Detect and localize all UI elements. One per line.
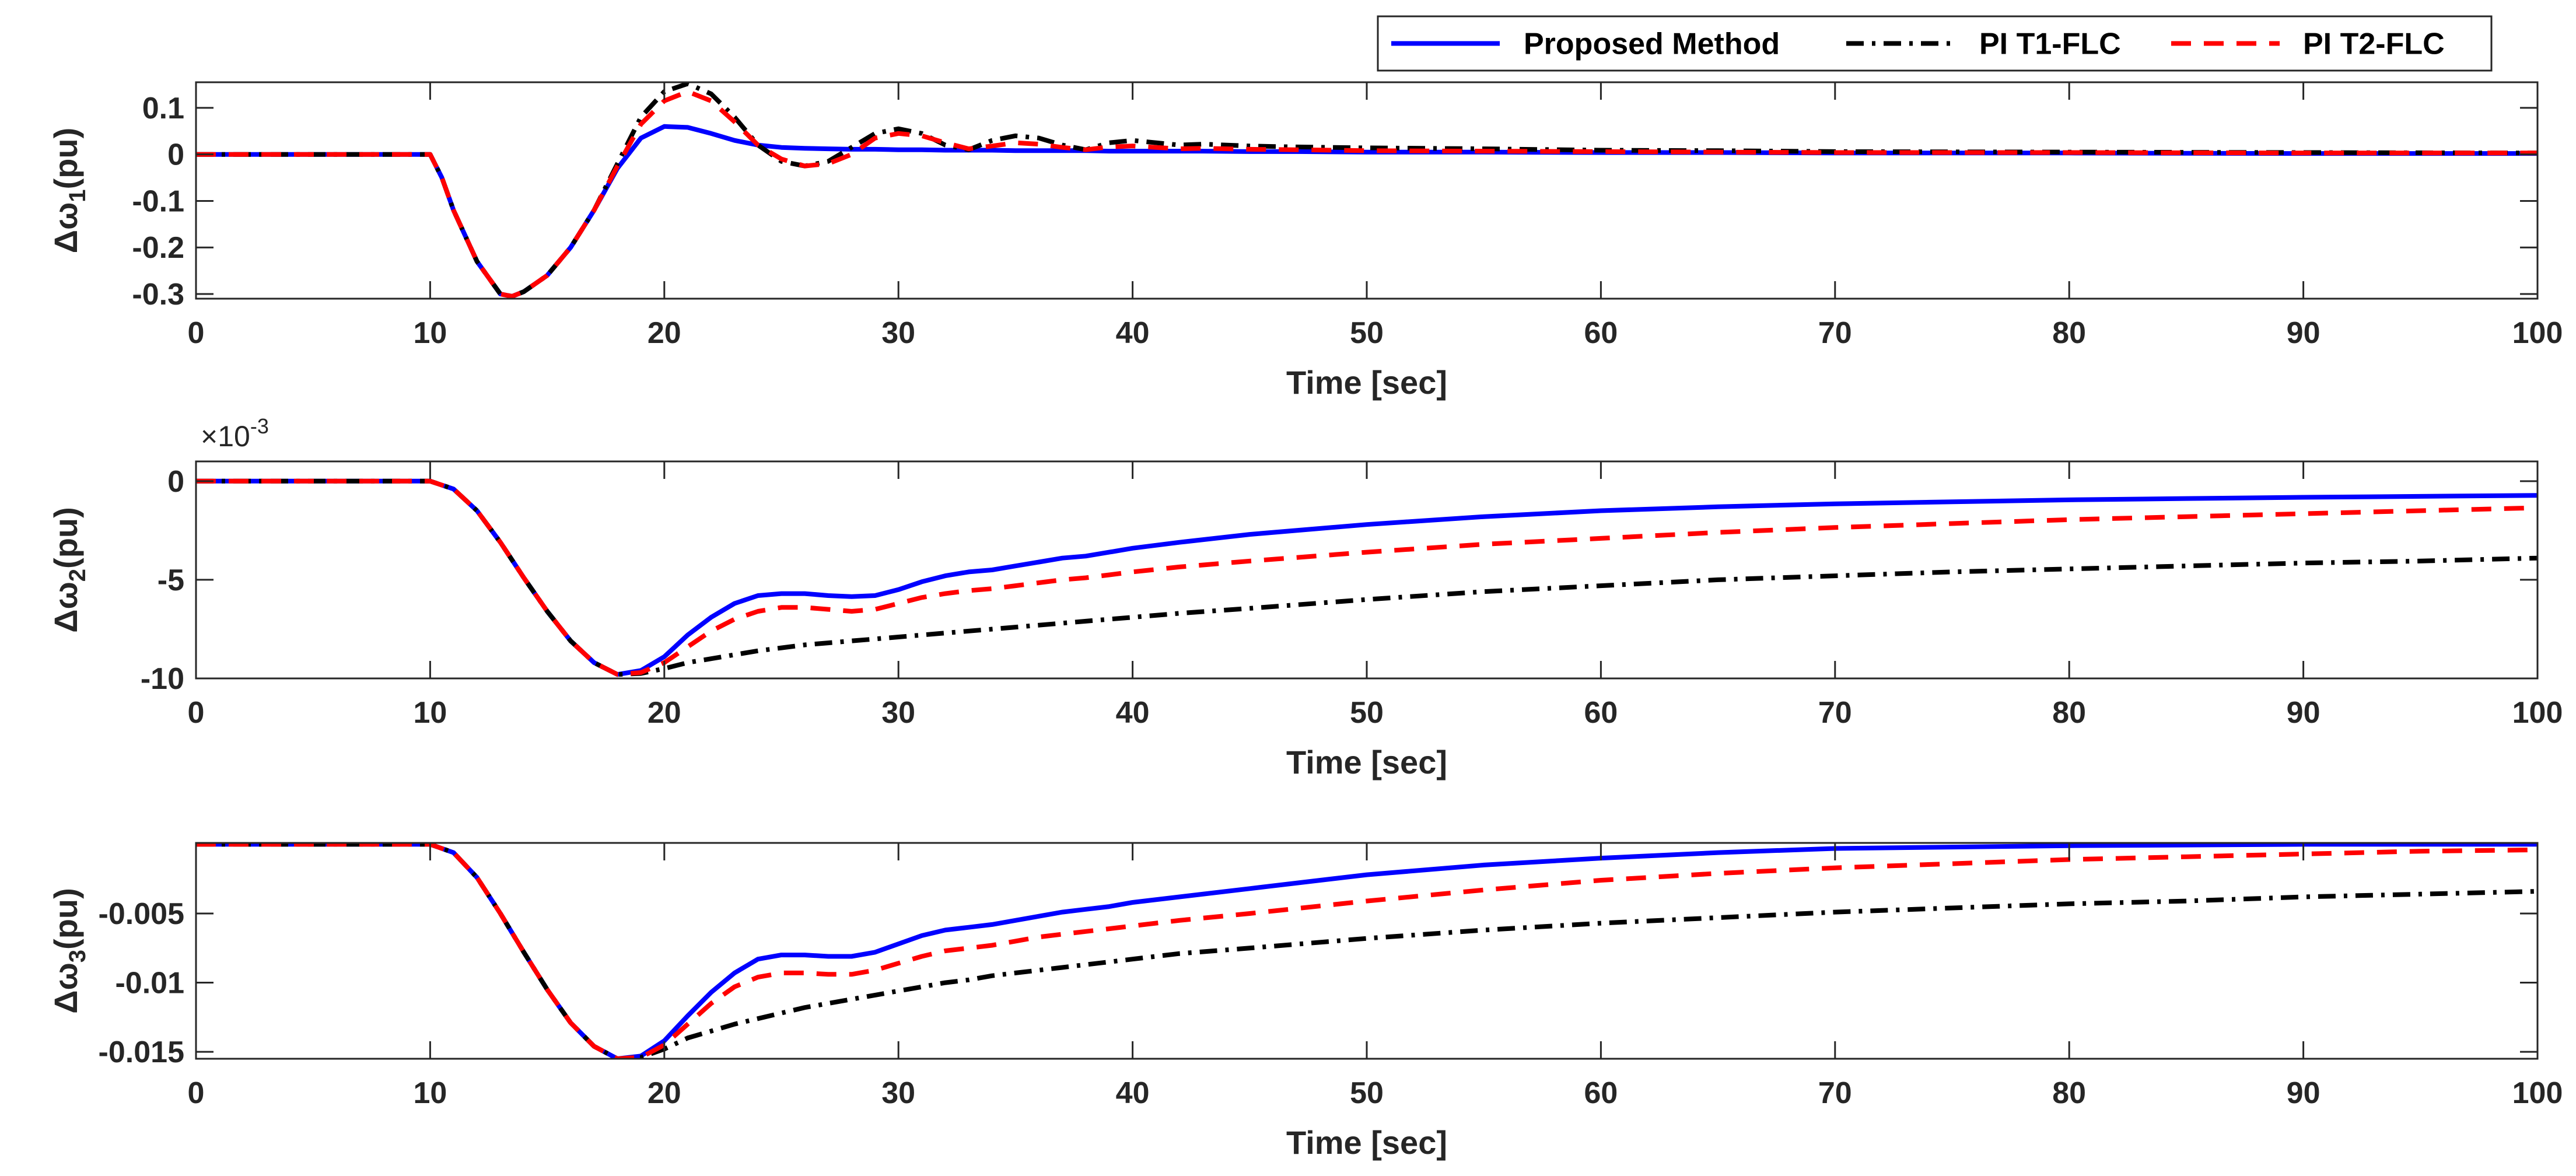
x-axis-label: Time [sec]	[1286, 744, 1447, 780]
exponent-base: ×10	[201, 420, 250, 453]
y-axis-label-unit: (pu)	[47, 128, 84, 190]
series-group-3	[196, 843, 2538, 1059]
x-tick-label: 20	[648, 1076, 681, 1110]
y-axis-label-subscript: 1	[65, 189, 90, 202]
x-tick-label: 60	[1584, 316, 1618, 350]
y-tick-label: 0.1	[142, 92, 184, 125]
x-tick-label: 10	[413, 316, 447, 350]
x-tick-label: 20	[648, 316, 681, 350]
y-axis-label-symbol: Δω	[47, 963, 84, 1014]
y-tick-label: -0.005	[99, 897, 184, 931]
y-axis-label: Δω2(pu)	[47, 507, 90, 633]
x-tick-label: 60	[1584, 1076, 1618, 1110]
plot-area-3	[196, 843, 2538, 1059]
chart-panel-2: 0 10 20 30 40 50 60 70 80 90 100 0 -5 -10 Time [sec] Δω…	[47, 414, 2563, 780]
plot-area-2	[196, 461, 2538, 678]
x-tick-label: 80	[2052, 696, 2086, 730]
y-tick-label: -0.01	[115, 967, 184, 1000]
chart-panel-1: 0 10 20 30 40 50 60 70 80 90 100 0.1 0 -0.1 -0.2 -0.3 Ti…	[47, 81, 2563, 401]
x-tick-label: 40	[1116, 1076, 1150, 1110]
chart-panel-3: 0 10 20 30 40 50 60 70 80 90 100 -0.005 -0.01 -0.015 T…	[47, 842, 2563, 1161]
x-tick-label: 80	[2052, 1076, 2086, 1110]
x-tick-label: 10	[413, 696, 447, 730]
series-group-2	[196, 478, 2538, 677]
x-tick-label: 90	[2287, 1076, 2320, 1110]
series-line-pi-t1-flc-panel-1	[196, 82, 2538, 299]
series-line-pi-t2-flc-panel-2	[196, 478, 2538, 677]
y-axis-label-unit: (pu)	[47, 507, 84, 569]
x-tick-label: 0	[188, 696, 205, 730]
x-tick-label: 70	[1818, 316, 1852, 350]
x-tick-label: 30	[881, 316, 915, 350]
legend-label-pi-t2-flc: PI T2-FLC	[2303, 27, 2445, 61]
series-line-pi-t2-flc-panel-1	[196, 89, 2538, 299]
x-tick-label: 30	[881, 1076, 915, 1110]
y-tick-label: -10	[141, 662, 184, 696]
exponent-power: -3	[250, 414, 269, 438]
y-tick-label: -0.3	[132, 278, 184, 312]
y-tick-label: -0.1	[132, 184, 184, 218]
y-axis-label-subscript: 2	[65, 569, 90, 582]
x-tick-label: 100	[2512, 1076, 2563, 1110]
x-tick-label: 60	[1584, 696, 1618, 730]
legend-label-proposed-method: Proposed Method	[1524, 27, 1780, 61]
x-tick-label: 40	[1116, 696, 1150, 730]
x-tick-label: 50	[1350, 696, 1384, 730]
y-tick-label: -0.015	[99, 1035, 184, 1069]
y-tick-label: -0.2	[132, 231, 184, 265]
x-tick-label: 100	[2512, 696, 2563, 730]
x-tick-label: 50	[1350, 1076, 1384, 1110]
x-tick-label: 30	[881, 696, 915, 730]
plots: 0 10 20 30 40 50 60 70 80 90 1000.10-0.1-0.2-0.3Ti…	[47, 81, 2563, 1161]
y-axis-label-subscript: 3	[65, 950, 90, 963]
x-tick-label: 10	[413, 1076, 447, 1110]
x-tick-label: 0	[188, 316, 205, 350]
x-tick-label: 100	[2512, 316, 2563, 350]
x-tick-label: 70	[1818, 696, 1852, 730]
y-tick-label: 0	[167, 138, 184, 172]
y-axis-label-symbol: Δω	[47, 582, 84, 633]
series-line-pi-t2-flc-panel-3	[196, 843, 2538, 1059]
y-axis-label-symbol: Δω	[47, 202, 84, 254]
y-axis-label-unit: (pu)	[47, 888, 84, 950]
y-axis-label: Δω1(pu)	[47, 128, 90, 254]
y-tick-label: -5	[158, 564, 184, 597]
y-axis-label: Δω3(pu)	[47, 888, 90, 1014]
x-tick-label: 90	[2287, 316, 2320, 350]
y-tick-label: 0	[167, 465, 184, 499]
x-tick-label: 20	[648, 696, 681, 730]
x-tick-label: 80	[2052, 316, 2086, 350]
legend-label-pi-t1-flc: PI T1-FLC	[1979, 27, 2121, 61]
plot-area-1	[196, 82, 2538, 299]
legend: Proposed Method PI T1-FLC PI T2-FLC	[1377, 15, 2493, 72]
x-tick-label: 70	[1818, 1076, 1852, 1110]
series-group-1	[196, 82, 2538, 299]
exponent-label: ×10-3	[201, 414, 269, 453]
x-tick-label: 90	[2287, 696, 2320, 730]
x-axis-label: Time [sec]	[1286, 364, 1447, 401]
x-tick-label: 40	[1116, 316, 1150, 350]
x-tick-label: 50	[1350, 316, 1384, 350]
x-axis-label: Time [sec]	[1286, 1124, 1447, 1161]
x-tick-label: 0	[188, 1076, 205, 1110]
